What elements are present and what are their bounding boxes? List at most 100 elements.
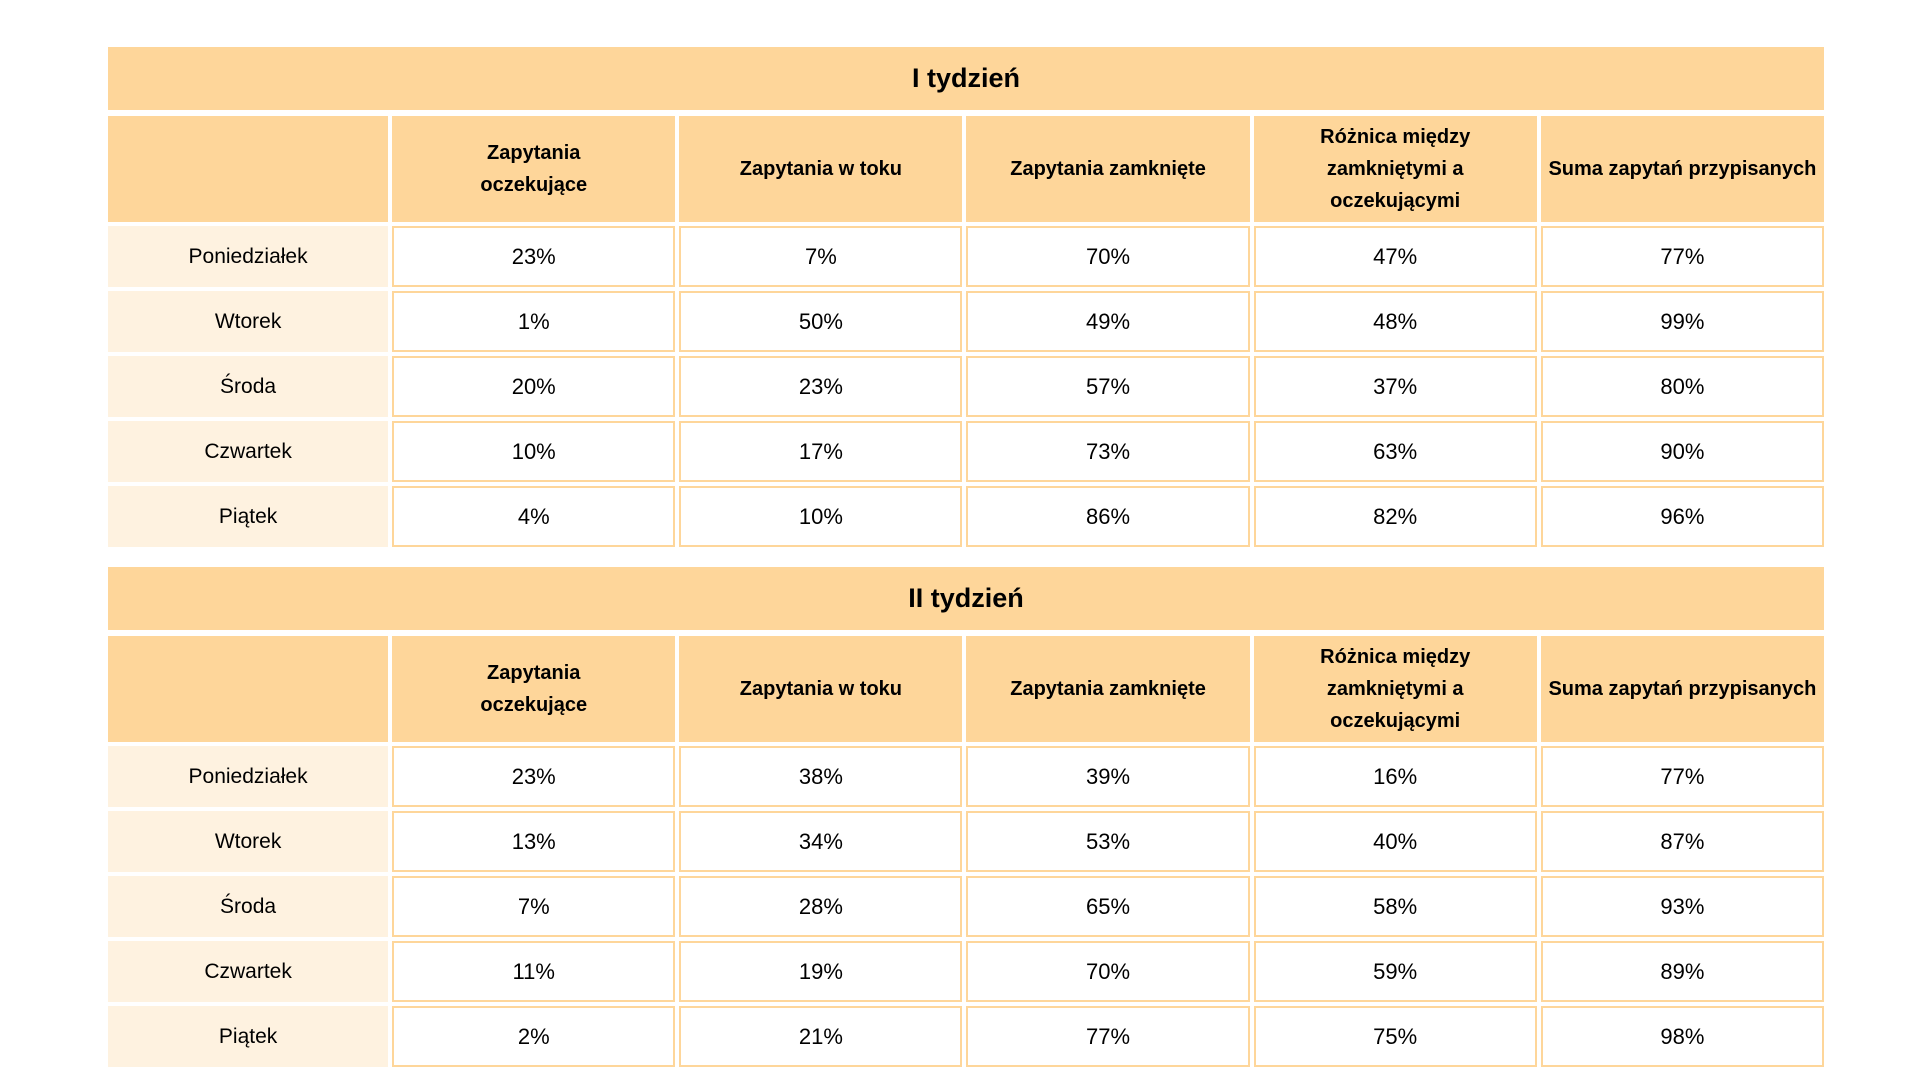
column-header: Zapytania zamknięte (966, 636, 1250, 742)
day-label: Wtorek (108, 811, 389, 872)
table-row: Piątek 4% 10% 86% 82% 96% (108, 486, 1824, 547)
column-header-label: Zapytania zamknięte (1010, 158, 1206, 180)
header-row: Zapytania oczekujące Zapytania w toku Zapy… (108, 636, 1824, 742)
value-cell: 53% (966, 811, 1250, 872)
value-cell: 59% (1253, 941, 1537, 1002)
column-header-label: Zapytania w toku (739, 678, 903, 700)
value-cell: 1% (392, 291, 676, 352)
value-cell: 80% (1540, 356, 1824, 417)
day-label: Czwartek (108, 941, 389, 1002)
column-header-label: Różnica między zamkniętymi a oczekującym… (1320, 126, 1471, 212)
day-label: Piątek (108, 486, 389, 547)
data-table: Zapytania oczekujące Zapytania w toku Zapy… (104, 112, 1828, 551)
day-label: Poniedziałek (108, 226, 389, 287)
table-row: Środa 20% 23% 57% 37% 80% (108, 356, 1824, 417)
value-cell: 75% (1253, 1006, 1537, 1067)
value-cell: 7% (679, 226, 963, 287)
value-cell: 10% (679, 486, 963, 547)
table-row: Czwartek 11% 19% 70% 59% 89% (108, 941, 1824, 1002)
header-corner-cell (108, 116, 389, 222)
value-cell: 17% (679, 421, 963, 482)
value-cell: 57% (966, 356, 1250, 417)
value-cell: 86% (966, 486, 1250, 547)
column-header: Różnica między zamkniętymi a oczekującym… (1253, 636, 1537, 742)
value-cell: 34% (679, 811, 963, 872)
value-cell: 23% (392, 226, 676, 287)
column-header: Zapytania zamknięte (966, 116, 1250, 222)
day-label: Środa (108, 876, 389, 937)
data-table: Zapytania oczekujące Zapytania w toku Zapy… (104, 632, 1828, 1071)
column-header: Zapytania w toku (679, 116, 963, 222)
value-cell: 16% (1253, 746, 1537, 807)
day-label: Wtorek (108, 291, 389, 352)
value-cell: 23% (679, 356, 963, 417)
column-header: Różnica między zamkniętymi a oczekującym… (1253, 116, 1537, 222)
column-header: Zapytania w toku (679, 636, 963, 742)
week-1-table: I tydzień Zapytania oczekujące Zapytania w… (108, 47, 1824, 551)
column-header: Zapytania oczekujące (392, 636, 676, 742)
value-cell: 77% (966, 1006, 1250, 1067)
day-label: Piątek (108, 1006, 389, 1067)
value-cell: 70% (966, 941, 1250, 1002)
value-cell: 2% (392, 1006, 676, 1067)
column-header-label: Zapytania oczekujące (480, 662, 588, 716)
table-row: Piątek 2% 21% 77% 75% 98% (108, 1006, 1824, 1067)
value-cell: 90% (1540, 421, 1824, 482)
value-cell: 28% (679, 876, 963, 937)
week-title: II tydzień (108, 567, 1824, 633)
value-cell: 39% (966, 746, 1250, 807)
table-row: Środa 7% 28% 65% 58% 93% (108, 876, 1824, 937)
value-cell: 77% (1540, 746, 1824, 807)
value-cell: 38% (679, 746, 963, 807)
value-cell: 63% (1253, 421, 1537, 482)
value-cell: 21% (679, 1006, 963, 1067)
column-header: Suma zapytań przypisanych (1540, 116, 1824, 222)
column-header-label: Zapytania w toku (739, 158, 903, 180)
value-cell: 93% (1540, 876, 1824, 937)
value-cell: 37% (1253, 356, 1537, 417)
table-row: Wtorek 1% 50% 49% 48% 99% (108, 291, 1824, 352)
value-cell: 40% (1253, 811, 1537, 872)
value-cell: 20% (392, 356, 676, 417)
value-cell: 49% (966, 291, 1250, 352)
table-row: Poniedziałek 23% 38% 39% 16% 77% (108, 746, 1824, 807)
table-row: Poniedziałek 23% 7% 70% 47% 77% (108, 226, 1824, 287)
value-cell: 10% (392, 421, 676, 482)
value-cell: 77% (1540, 226, 1824, 287)
header-row: Zapytania oczekujące Zapytania w toku Zapy… (108, 116, 1824, 222)
value-cell: 4% (392, 486, 676, 547)
value-cell: 48% (1253, 291, 1537, 352)
value-cell: 96% (1540, 486, 1824, 547)
table-row: Wtorek 13% 34% 53% 40% 87% (108, 811, 1824, 872)
column-header-label: Zapytania zamknięte (1010, 678, 1206, 700)
value-cell: 87% (1540, 811, 1824, 872)
value-cell: 23% (392, 746, 676, 807)
value-cell: 89% (1540, 941, 1824, 1002)
value-cell: 50% (679, 291, 963, 352)
column-header-label: Suma zapytań przypisanych (1548, 158, 1817, 180)
day-label: Czwartek (108, 421, 389, 482)
value-cell: 13% (392, 811, 676, 872)
value-cell: 11% (392, 941, 676, 1002)
value-cell: 58% (1253, 876, 1537, 937)
value-cell: 65% (966, 876, 1250, 937)
value-cell: 73% (966, 421, 1250, 482)
value-cell: 7% (392, 876, 676, 937)
column-header: Zapytania oczekujące (392, 116, 676, 222)
column-header-label: Suma zapytań przypisanych (1548, 678, 1817, 700)
value-cell: 82% (1253, 486, 1537, 547)
value-cell: 47% (1253, 226, 1537, 287)
table-row: Czwartek 10% 17% 73% 63% 90% (108, 421, 1824, 482)
value-cell: 98% (1540, 1006, 1824, 1067)
column-header-label: Różnica między zamkniętymi a oczekującym… (1320, 646, 1471, 732)
day-label: Środa (108, 356, 389, 417)
column-header-label: Zapytania oczekujące (480, 142, 588, 196)
week-2-table: II tydzień Zapytania oczekujące Zapytania … (108, 567, 1824, 1071)
day-label: Poniedziałek (108, 746, 389, 807)
column-header: Suma zapytań przypisanych (1540, 636, 1824, 742)
header-corner-cell (108, 636, 389, 742)
value-cell: 99% (1540, 291, 1824, 352)
value-cell: 19% (679, 941, 963, 1002)
week-title: I tydzień (108, 47, 1824, 113)
value-cell: 70% (966, 226, 1250, 287)
